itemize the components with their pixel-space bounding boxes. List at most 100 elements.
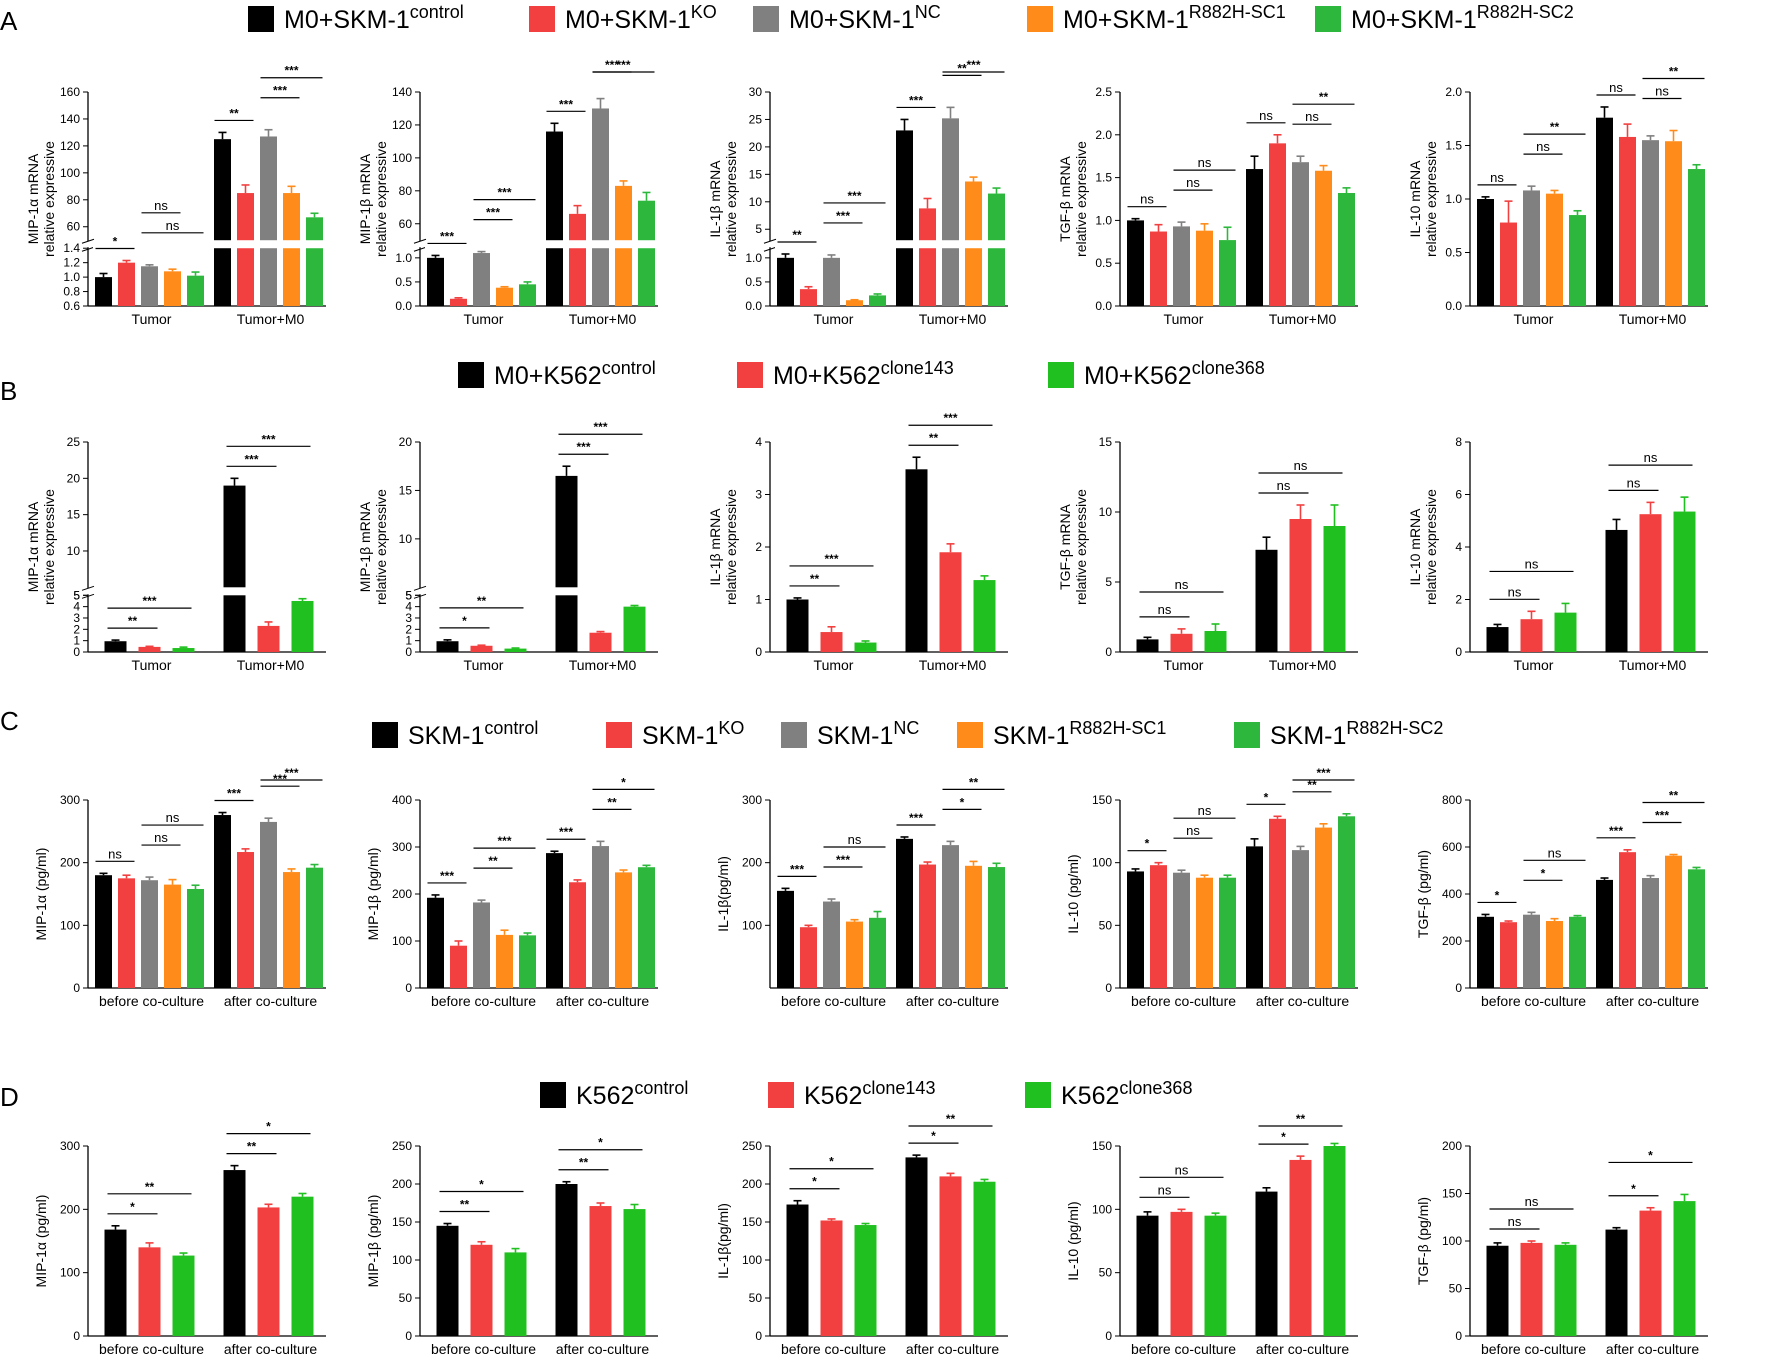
legend-label-base: M0+SKM-1: [1063, 6, 1189, 34]
significance-label: *: [1281, 1130, 1286, 1144]
y-tick-label: 200: [392, 887, 412, 901]
x-category-label: after co-culture: [1256, 993, 1350, 1009]
y-axis-label: TGF-β mRNA: [1057, 155, 1073, 241]
bar: [141, 266, 158, 306]
y-tick-label: 1.4: [63, 241, 80, 255]
y-tick-label: 50: [749, 1291, 763, 1305]
bar: [257, 625, 280, 652]
y-tick-label: 0.0: [745, 299, 762, 313]
y-tick-label: 0: [1105, 1329, 1112, 1343]
y-tick-label: 80: [399, 184, 413, 198]
bar: [496, 287, 513, 306]
significance-label: ***: [284, 766, 298, 780]
y-axis-label: MIP-1α (pg/ml): [33, 1195, 49, 1288]
bar: [260, 821, 277, 988]
significance-label: ***: [593, 420, 607, 434]
x-category-label: after co-culture: [556, 1341, 650, 1357]
y-tick-label: 0.0: [1445, 299, 1462, 313]
y-tick-label: 1: [405, 634, 412, 648]
bar: [223, 485, 246, 652]
legend-item: SKM-1KO: [606, 718, 744, 750]
significance-label: **: [810, 572, 820, 586]
y-tick-label: 0: [73, 981, 80, 995]
significance-label: ns: [1525, 556, 1539, 571]
bar: [436, 641, 459, 652]
y-axis-label: relative expressive: [723, 141, 739, 257]
panel-b: B M0+K562control M0+K562clone143 M0+K562clo…: [0, 358, 1708, 673]
legend-label: K562clone143: [804, 1078, 935, 1110]
significance-label: **: [607, 795, 617, 809]
bar: [905, 469, 928, 652]
y-tick-label: 140: [392, 85, 412, 99]
bar: [1196, 877, 1213, 988]
bar: [869, 295, 886, 306]
y-tick-label: 15: [1099, 435, 1113, 449]
x-category-label: Tumor+M0: [237, 657, 305, 673]
y-tick-label: 1.0: [63, 270, 80, 284]
significance-label: **: [145, 1180, 155, 1194]
chart-a-3: 0.0 0.5 1.0 5 10 15 20 25 30 IL-1β mRNA relative e…: [707, 58, 1008, 327]
y-tick-label: 100: [60, 166, 80, 180]
y-tick-label: 5: [73, 588, 80, 602]
bar: [1127, 220, 1144, 306]
y-tick-label: 0: [73, 645, 80, 659]
legend-item: M0+K562clone368: [1048, 358, 1265, 390]
bar-break-gap: [775, 240, 888, 249]
bar: [1596, 879, 1613, 988]
chart-c-4: 0 50 100 150 IL-10 (pg/ml) before co-culture a…: [1065, 766, 1358, 1009]
x-category-label: before co-culture: [431, 993, 536, 1009]
bar: [1546, 921, 1563, 988]
significance-label: ns: [154, 198, 168, 213]
y-axis-label: IL-1β(pg/ml): [715, 856, 731, 932]
panel-c: C SKM-1control SKM-1KO SKM-1NC SKM-1R882H-SC…: [0, 706, 1708, 1009]
significance-label: ***: [943, 411, 957, 425]
bar-break-gap: [221, 587, 316, 596]
legend-label-superscript: R882H-SC1: [1069, 718, 1166, 738]
bar: [1665, 141, 1682, 306]
y-tick-label: 100: [392, 1253, 412, 1267]
axis-break-mark: [413, 585, 427, 591]
y-tick-label: 6: [1455, 488, 1462, 502]
y-tick-label: 20: [749, 140, 763, 154]
legend-swatch: [529, 6, 555, 32]
significance-label: ***: [616, 58, 630, 72]
significance-label: ***: [909, 93, 923, 107]
y-tick-label: 4: [405, 600, 412, 614]
axis-break-mark: [413, 246, 427, 252]
legend-label-superscript: R882H-SC2: [1346, 718, 1443, 738]
significance-label: **: [1669, 65, 1679, 79]
y-tick-label: 140: [60, 112, 80, 126]
y-tick-label: 300: [392, 840, 412, 854]
bar: [896, 838, 913, 988]
bar: [237, 852, 254, 988]
significance-label: **: [128, 614, 138, 628]
bar: [504, 648, 527, 652]
bar: [1292, 850, 1309, 988]
y-axis-label: TGF-β (pg/ml): [1415, 1197, 1431, 1285]
bar-break-gap: [553, 587, 648, 596]
chart-b-4: 0 5 10 15 TGF-β mRNA relative expressive Tumor…: [1057, 435, 1358, 673]
bar: [187, 275, 204, 306]
legend-label-base: SKM-1: [817, 722, 893, 750]
bar: [777, 890, 794, 988]
x-category-label: Tumor: [464, 311, 504, 327]
bar: [546, 131, 563, 306]
x-category-label: Tumor: [464, 657, 504, 673]
significance-label: ns: [1294, 458, 1308, 473]
bar: [237, 193, 254, 306]
significance-label: ns: [1536, 139, 1550, 154]
y-tick-label: 150: [1092, 793, 1112, 807]
bar: [1477, 199, 1494, 306]
bar: [919, 864, 936, 988]
legend-label: M0+K562clone143: [773, 358, 954, 390]
significance-label: ***: [497, 834, 511, 848]
y-tick-label: 0: [405, 645, 412, 659]
bar-break-gap: [544, 240, 657, 249]
bar: [1500, 922, 1517, 988]
y-tick-label: 1: [755, 593, 762, 607]
bar: [1688, 169, 1705, 306]
legend-swatch: [1315, 6, 1341, 32]
x-category-label: before co-culture: [1481, 993, 1586, 1009]
bar: [291, 600, 314, 652]
significance-label: ***: [440, 869, 454, 883]
